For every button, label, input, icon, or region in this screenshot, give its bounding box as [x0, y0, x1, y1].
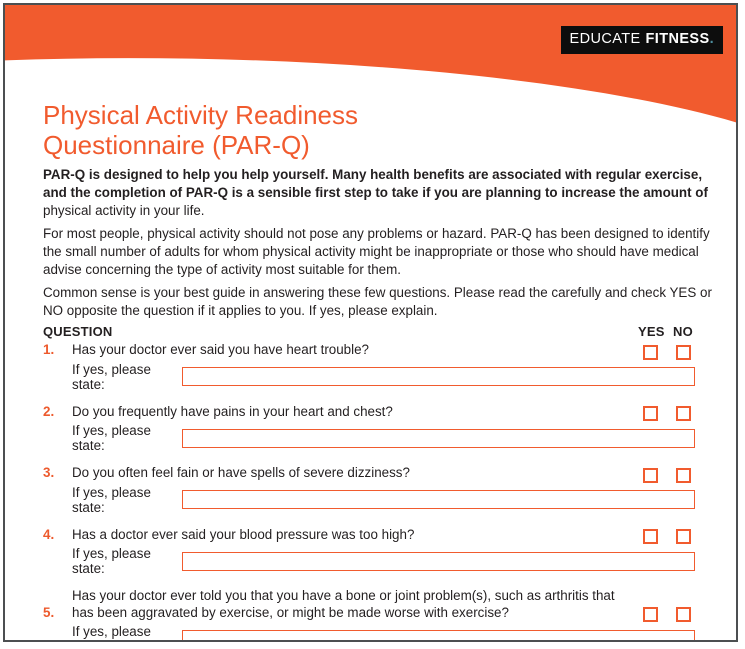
question-row: 1. Has your doctor ever said you have he… — [43, 342, 695, 360]
yes-checkbox[interactable] — [642, 529, 658, 544]
yes-checkbox-cell — [638, 529, 662, 544]
question-table-header: QUESTION YES NO — [43, 324, 695, 339]
yes-checkbox[interactable] — [642, 467, 658, 483]
if-yes-state-input[interactable] — [182, 551, 695, 571]
yes-checkbox[interactable] — [642, 406, 658, 421]
yes-checkbox[interactable] — [642, 607, 658, 622]
intro-bold-text: PAR-Q is designed to help you help yours… — [43, 167, 708, 200]
no-checkbox-cell — [671, 607, 695, 622]
if-yes-row: If yes, please state: — [72, 546, 695, 576]
question-row: 3. Do you often feel fain or have spells… — [43, 465, 695, 483]
no-column-label: NO — [673, 324, 693, 339]
yes-checkbox[interactable] — [642, 344, 658, 360]
if-yes-state-input[interactable] — [182, 367, 695, 386]
no-checkbox-cell — [671, 344, 695, 360]
answer-checkboxes — [638, 406, 695, 421]
question-number: 3. — [43, 465, 55, 480]
no-checkbox[interactable] — [675, 467, 691, 483]
question-number: 1. — [43, 342, 55, 357]
yes-checkbox-cell — [638, 607, 662, 622]
if-yes-label: If yes, please state: — [72, 546, 151, 576]
yes-checkbox-cell — [638, 406, 662, 421]
yes-checkbox-cell — [638, 344, 662, 360]
question-block: 1. Has your doctor ever said you have he… — [43, 342, 695, 392]
brand-name-bold: FITNESS — [645, 31, 710, 47]
page-title-line2: Questionnaire (PAR-Q) — [43, 130, 310, 160]
paragraph-common-sense: Common sense is your best guide in answe… — [43, 285, 712, 318]
answer-checkboxes — [638, 529, 695, 544]
question-block: 5. Has your doctor ever told you that yo… — [43, 588, 695, 640]
if-yes-row: If yes, please state: — [72, 485, 695, 515]
answer-checkboxes — [638, 607, 695, 622]
if-yes-label: If yes, please state: — [72, 423, 151, 453]
if-yes-label: If yes, please state: — [72, 361, 151, 392]
if-yes-state-input[interactable] — [182, 490, 695, 509]
question-block: 4. Has a doctor ever said your blood pre… — [43, 527, 695, 576]
page-title: Physical Activity Readiness Questionnair… — [43, 100, 713, 160]
intro-paragraph: PAR-Q is designed to help you help yours… — [43, 166, 713, 220]
no-checkbox[interactable] — [675, 406, 691, 421]
question-text: Has your doctor ever told you that you h… — [72, 588, 615, 620]
form-document: EDUCATE FITNESS. Physical Activity Readin… — [3, 3, 738, 642]
no-checkbox-cell — [671, 406, 695, 421]
question-column-label: QUESTION — [43, 324, 113, 339]
question-block: 2. Do you frequently have pains in your … — [43, 404, 695, 453]
answer-checkboxes — [638, 344, 695, 360]
if-yes-row: If yes, please state: — [72, 362, 695, 392]
question-text: Do you frequently have pains in your hea… — [72, 403, 393, 419]
question-number: 5. — [43, 604, 55, 620]
form-content: Physical Activity Readiness Questionnair… — [43, 5, 713, 640]
question-text: Has a doctor ever said your blood pressu… — [72, 526, 415, 542]
if-yes-state-input[interactable] — [182, 629, 695, 640]
paragraph-most-people: For most people, physical activity shoul… — [43, 226, 710, 277]
no-checkbox[interactable] — [675, 529, 691, 544]
brand-dot: . — [709, 31, 714, 47]
no-checkbox[interactable] — [675, 344, 691, 360]
question-row: 2. Do you frequently have pains in your … — [43, 404, 695, 421]
brand-name-light: EDUCATE — [569, 31, 641, 47]
question-number: 4. — [43, 526, 55, 542]
answer-checkboxes — [638, 467, 695, 483]
question-row: 5. Has your doctor ever told you that yo… — [43, 588, 695, 622]
questions-area: QUESTION YES NO 1. Has your doctor ever … — [43, 324, 695, 640]
question-list: 1. Has your doctor ever said you have he… — [43, 342, 695, 640]
yes-column-label: YES — [638, 324, 665, 339]
question-block: 3. Do you often feel fain or have spells… — [43, 465, 695, 515]
yes-checkbox-cell — [638, 467, 662, 483]
question-number: 2. — [43, 403, 55, 419]
question-row: 4. Has a doctor ever said your blood pre… — [43, 527, 695, 544]
no-checkbox[interactable] — [675, 607, 691, 622]
if-yes-row: If yes, please state: — [72, 423, 695, 453]
question-text: Has your doctor ever said you have heart… — [72, 342, 369, 357]
yes-no-column-labels: YES NO — [638, 324, 695, 339]
question-text: Do you often feel fain or have spells of… — [72, 465, 410, 480]
header-swoosh-graphic — [5, 5, 736, 123]
if-yes-label: If yes, please state: — [72, 624, 151, 640]
page-title-line1: Physical Activity Readiness — [43, 100, 359, 130]
no-checkbox-cell — [671, 529, 695, 544]
brand-logo: EDUCATE FITNESS. — [560, 26, 723, 54]
no-checkbox-cell — [671, 467, 695, 483]
if-yes-state-input[interactable] — [182, 428, 695, 448]
intro-regular-text: physical activity in your life. — [43, 203, 205, 218]
if-yes-label: If yes, please state: — [72, 484, 151, 515]
if-yes-row: If yes, please state: — [72, 624, 695, 640]
